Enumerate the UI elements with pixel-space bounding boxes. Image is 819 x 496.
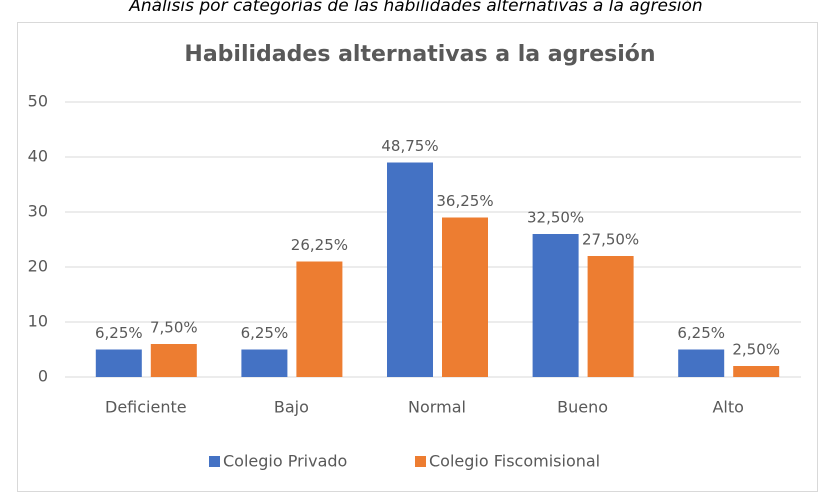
x-tick-label: Deficiente	[105, 398, 187, 417]
data-label: 6,25%	[241, 324, 289, 342]
bar	[241, 349, 288, 377]
bar	[678, 349, 725, 377]
data-label: 32,50%	[527, 209, 584, 227]
y-tick-label: 30	[28, 202, 48, 221]
data-label: 2,50%	[732, 341, 780, 359]
chart-title: Habilidades alternativas a la agresión	[184, 42, 655, 67]
data-label: 36,25%	[436, 192, 493, 210]
legend-label: Colegio Fiscomisional	[429, 452, 600, 471]
data-label: 48,75%	[381, 137, 438, 155]
data-label: 6,25%	[95, 324, 143, 342]
bar	[532, 234, 579, 377]
x-tick-label: Bueno	[557, 398, 608, 417]
legend-swatch	[209, 456, 220, 467]
bar	[442, 217, 488, 377]
data-label: 6,25%	[677, 324, 725, 342]
y-tick-label: 40	[28, 147, 48, 166]
y-tick-label: 20	[28, 257, 48, 276]
bar	[296, 261, 343, 377]
data-label: 26,25%	[291, 236, 348, 254]
bar	[387, 162, 433, 377]
caption: Análisis por categorías de las habilidad…	[128, 0, 702, 16]
y-tick-label: 10	[28, 312, 48, 331]
legend-swatch	[415, 456, 426, 467]
bar	[587, 256, 634, 377]
x-tick-label: Alto	[712, 398, 743, 417]
y-tick-label: 0	[38, 367, 48, 386]
x-tick-label: Normal	[408, 398, 466, 417]
bar	[733, 366, 780, 377]
bar	[150, 344, 197, 377]
data-label: 27,50%	[582, 231, 639, 249]
x-tick-label: Bajo	[274, 398, 309, 417]
bar	[95, 349, 142, 377]
legend-label: Colegio Privado	[223, 452, 347, 471]
y-tick-label: 50	[28, 92, 48, 111]
data-label: 7,50%	[150, 319, 198, 337]
